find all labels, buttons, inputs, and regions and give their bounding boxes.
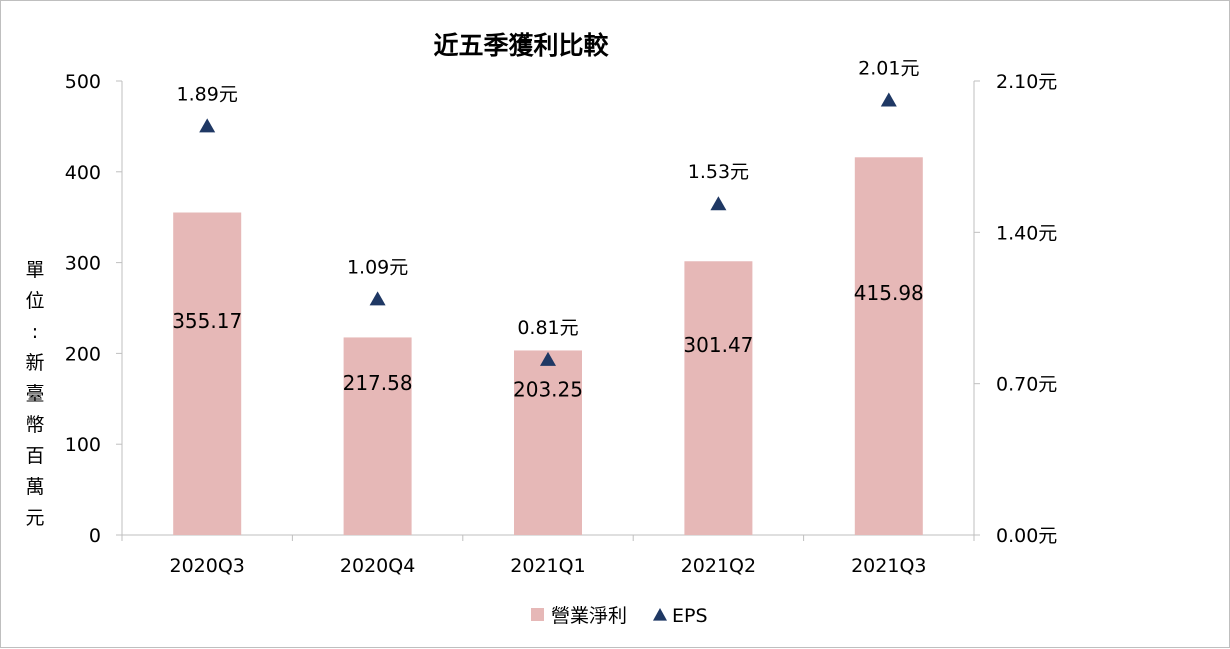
- eps-marker: [199, 118, 216, 133]
- eps-value-label: 2.01元: [858, 57, 919, 79]
- legend-eps-swatch: [653, 608, 667, 621]
- x-category-label: 2020Q3: [169, 555, 244, 577]
- y-axis-label-char: 元: [25, 507, 44, 529]
- eps-series: 1.89元 1.09元 0.81元 1.53元 2.01元: [177, 57, 919, 366]
- x-category-label: 2021Q2: [681, 555, 756, 577]
- bar: [854, 157, 923, 535]
- bar-value-label: 203.25: [513, 378, 583, 402]
- y-axis-label-char: 位: [25, 290, 44, 312]
- right-axis: 0.00元 0.70元 1.40元 2.10元: [973, 71, 1057, 547]
- bar-series: 355.17 217.58 203.25 301.47 415.98: [172, 157, 924, 535]
- bar: [343, 337, 412, 535]
- eps-value-label: 1.89元: [177, 83, 238, 105]
- bar: [173, 212, 242, 535]
- left-tick-label: 300: [65, 253, 101, 275]
- eps-value-label: 1.53元: [688, 161, 749, 183]
- chart-title: 近五季獲利比較: [433, 31, 609, 60]
- eps-marker: [710, 196, 727, 211]
- y-axis-label-char: :: [32, 321, 38, 343]
- eps-value-label: 1.09元: [347, 256, 408, 278]
- left-axis: 0 100 200 300 400 500: [65, 71, 123, 547]
- eps-marker: [880, 92, 897, 107]
- bar-value-label: 301.47: [683, 333, 753, 357]
- legend-bar-label: 營業淨利: [551, 605, 627, 627]
- bar-value-label: 355.17: [172, 309, 242, 333]
- y-axis-label-char: 新: [25, 352, 44, 374]
- left-tick-label: 0: [89, 525, 101, 547]
- bar: [514, 350, 582, 535]
- right-tick-label: 2.10元: [996, 71, 1057, 93]
- right-tick-label: 0.00元: [996, 525, 1057, 547]
- x-axis: 2020Q3 2020Q4 2021Q1 2021Q2 2021Q3: [121, 534, 975, 577]
- x-category-label: 2021Q1: [510, 555, 585, 577]
- eps-marker: [540, 351, 556, 366]
- legend-eps-label: EPS: [672, 605, 708, 627]
- legend-bar-swatch: [531, 608, 544, 621]
- y-axis-label-char: 單: [25, 259, 44, 281]
- bar-value-label: 217.58: [343, 371, 413, 395]
- bar-value-label: 415.98: [854, 281, 924, 305]
- bar: [684, 261, 753, 535]
- y-axis-label-char: 臺: [25, 383, 44, 405]
- left-tick-label: 200: [65, 343, 101, 365]
- y-axis-label-char: 幣: [25, 414, 44, 436]
- left-tick-label: 500: [65, 71, 101, 93]
- y-axis-label-char: 萬: [25, 476, 44, 498]
- eps-value-label: 0.81元: [517, 317, 578, 339]
- x-category-label: 2020Q4: [340, 555, 415, 577]
- right-tick-label: 1.40元: [996, 222, 1057, 244]
- eps-marker: [369, 291, 386, 306]
- legend: 營業淨利 EPS: [531, 605, 708, 627]
- y-axis-label-char: 百: [25, 445, 44, 467]
- right-tick-label: 0.70元: [996, 374, 1057, 396]
- left-tick-label: 400: [65, 162, 101, 184]
- x-category-label: 2021Q3: [851, 555, 926, 577]
- left-tick-label: 100: [65, 434, 101, 456]
